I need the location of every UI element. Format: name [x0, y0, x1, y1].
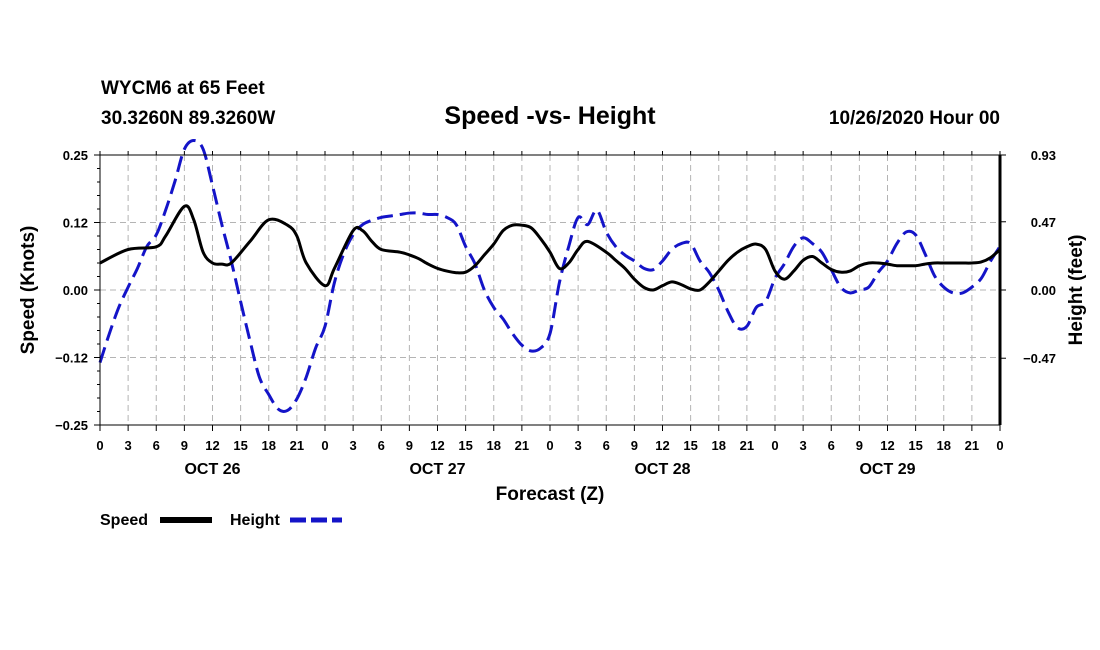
axis-ticks: 0 3 6 9 12 15 18 21 0 3 6 9 12 15 18 21 0 3 6 9 12 15 18 21 0 3 6 9…: [55, 148, 1056, 478]
x-tick-label: 18: [712, 438, 726, 453]
legend: Speed Height: [100, 512, 342, 529]
forecast-date: 10/26/2020 Hour 00: [829, 108, 1000, 129]
x-axis-title: Forecast (Z): [496, 484, 605, 505]
x-tick-label: 15: [683, 438, 697, 453]
y-tick-label: 0.00: [63, 283, 88, 298]
x-tick-label: 6: [378, 438, 385, 453]
x-tick-label: 6: [603, 438, 610, 453]
speed-series-line: [99, 204, 1001, 292]
x-tick-label: 6: [153, 438, 160, 453]
x-tick-label: 0: [771, 438, 778, 453]
x-tick-label: 0: [96, 438, 103, 453]
day-label: OCT 28: [634, 461, 690, 478]
x-tick-label: 21: [515, 438, 529, 453]
x-tick-label: 18: [487, 438, 501, 453]
y-tick-label: −0.12: [55, 351, 88, 366]
x-tick-label: 12: [205, 438, 219, 453]
y-tick-label: 0.12: [63, 216, 88, 231]
x-tick-label: 3: [350, 438, 357, 453]
x-tick-label: 18: [262, 438, 276, 453]
x-tick-label: 15: [908, 438, 922, 453]
x-tick-label: 9: [856, 438, 863, 453]
x-tick-label: 9: [406, 438, 413, 453]
y-axis-title: Speed (Knots): [18, 226, 39, 355]
x-tick-label: 3: [125, 438, 132, 453]
x-tick-label: 21: [290, 438, 304, 453]
x-tick-label: 15: [233, 438, 247, 453]
x-tick-label: 3: [575, 438, 582, 453]
day-label: OCT 26: [184, 461, 240, 478]
x-tick-label: 18: [937, 438, 951, 453]
y2-tick-label: 0.00: [1031, 283, 1056, 298]
day-label: OCT 29: [859, 461, 915, 478]
series-layer: [98, 138, 1002, 413]
day-label: OCT 27: [409, 461, 465, 478]
x-tick-label: 15: [458, 438, 472, 453]
legend-speed-label: Speed: [100, 512, 148, 529]
x-tick-label: 0: [996, 438, 1003, 453]
x-tick-label: 21: [965, 438, 979, 453]
x-tick-label: 0: [321, 438, 328, 453]
x-tick-label: 12: [430, 438, 444, 453]
x-tick-label: 3: [800, 438, 807, 453]
legend-height-label: Height: [230, 512, 280, 529]
x-tick-label: 12: [880, 438, 894, 453]
y-tick-label: −0.25: [55, 418, 88, 433]
station-label: WYCM6 at 65 Feet: [101, 78, 265, 99]
height-series-line: [98, 138, 1002, 413]
x-tick-label: 12: [655, 438, 669, 453]
y2-axis-title: Height (feet): [1066, 235, 1087, 346]
plot-area: [98, 138, 1002, 426]
location-label: 30.3260N 89.3260W: [101, 108, 275, 129]
y-tick-label: 0.25: [63, 148, 88, 163]
y2-tick-label: 0.93: [1031, 148, 1056, 163]
x-tick-label: 6: [828, 438, 835, 453]
x-tick-label: 0: [546, 438, 553, 453]
x-tick-label: 21: [740, 438, 754, 453]
y2-tick-label: −0.47: [1023, 351, 1056, 366]
chart-title: Speed -vs- Height: [444, 102, 656, 130]
x-tick-label: 9: [631, 438, 638, 453]
y2-tick-label: 0.47: [1031, 215, 1056, 230]
x-tick-label: 9: [181, 438, 188, 453]
